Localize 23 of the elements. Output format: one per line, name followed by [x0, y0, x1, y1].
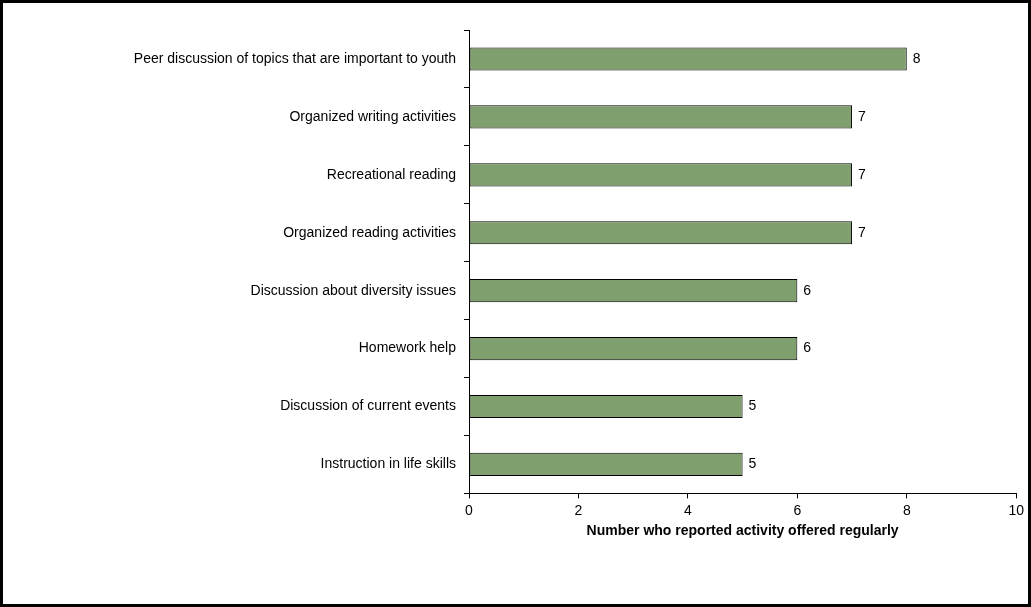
x-tick-label: 6 [793, 501, 802, 518]
y-tick-label: Organized writing activities [289, 107, 456, 124]
y-tick-label: Homework help [358, 339, 457, 356]
data-label: 6 [803, 339, 812, 356]
x-tick-label: 10 [1008, 501, 1025, 518]
data-label: 8 [912, 49, 921, 66]
data-label: 7 [858, 107, 867, 124]
data-label: 5 [748, 455, 757, 472]
x-tick-label: 4 [683, 501, 692, 518]
y-tick-label: Instruction in life skills [320, 455, 456, 472]
y-tick-label: Recreational reading [326, 165, 456, 182]
x-axis-title: Number who reported activity offered regularly [586, 522, 899, 539]
data-label: 6 [803, 281, 812, 298]
data-label: 7 [858, 165, 867, 182]
y-tick-label: Discussion of current events [280, 397, 456, 414]
y-tick-label: Organized reading activities [283, 223, 456, 240]
x-tick-label: 0 [465, 501, 474, 518]
x-tick-label: 8 [902, 501, 911, 518]
x-tick-label: 2 [574, 501, 583, 518]
y-tick-label: Peer discussion of topics that are important to youth [133, 49, 456, 66]
data-label: 5 [748, 397, 757, 414]
y-tick-label: Discussion about diversity issues [250, 281, 456, 298]
data-label: 7 [858, 223, 867, 240]
